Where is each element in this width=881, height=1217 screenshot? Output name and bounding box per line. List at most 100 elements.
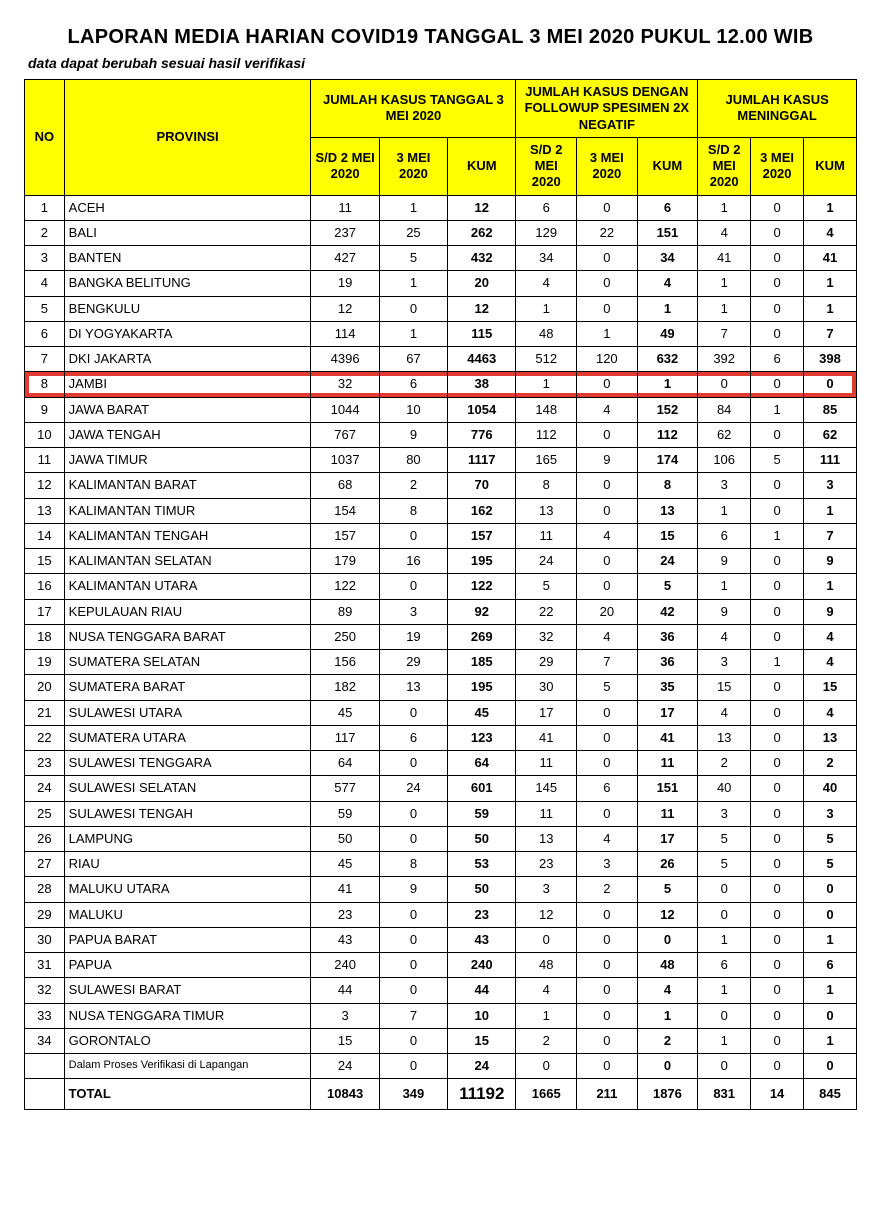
- cell-cases-d3: 1: [379, 321, 447, 346]
- cell-total-label: TOTAL: [64, 1079, 311, 1109]
- cell-followup-d3: 0: [577, 751, 638, 776]
- cell-province: BALI: [64, 220, 311, 245]
- cell-deaths-d3: 0: [751, 927, 804, 952]
- cell-followup-kum: 34: [637, 246, 698, 271]
- cell-cases-kum: 776: [448, 422, 516, 447]
- header-kum-2: KUM: [637, 137, 698, 195]
- cell-cases-d3: 1: [379, 271, 447, 296]
- cell-deaths-d3: 0: [751, 296, 804, 321]
- cell-deaths-sd2: 1: [698, 195, 751, 220]
- cell-cases-sd2: 59: [311, 801, 379, 826]
- cell-deaths-sd2: 1: [698, 271, 751, 296]
- cell-deaths-d3: 0: [751, 498, 804, 523]
- cell-no: 21: [25, 700, 65, 725]
- cell-no: 12: [25, 473, 65, 498]
- cell-deaths-kum: 1: [804, 1028, 857, 1053]
- cell-followup-d3: 0: [577, 700, 638, 725]
- cell-followup-kum: 2: [637, 1028, 698, 1053]
- table-row: 34GORONTALO15015202101: [25, 1028, 857, 1053]
- table-row: 31PAPUA240024048048606: [25, 953, 857, 978]
- cell-no: 6: [25, 321, 65, 346]
- cell-cases-sd2: 3: [311, 1003, 379, 1028]
- cell-province: BENGKULU: [64, 296, 311, 321]
- cell-no: 15: [25, 549, 65, 574]
- cell-followup-d3: 0: [577, 498, 638, 523]
- table-row: 7DKI JAKARTA43966744635121206323926398: [25, 347, 857, 372]
- cell-deaths-sd2: 0: [698, 877, 751, 902]
- header-sd2-3: S/D 2 MEI 2020: [698, 137, 751, 195]
- cell-followup-kum: 36: [637, 650, 698, 675]
- cell-deaths-d3: 5: [751, 448, 804, 473]
- table-row: 14KALIMANTAN TENGAH157015711415617: [25, 523, 857, 548]
- cell-no: 7: [25, 347, 65, 372]
- cell-cases-d3: 6: [379, 372, 447, 397]
- cell-province: KEPULAUAN RIAU: [64, 599, 311, 624]
- cell-province: JAWA TIMUR: [64, 448, 311, 473]
- cell-followup-sd2: 3: [516, 877, 577, 902]
- table-row: 12KALIMANTAN BARAT68270808303: [25, 473, 857, 498]
- cell-followup-d3: 2: [577, 877, 638, 902]
- cell-deaths-kum: 6: [804, 953, 857, 978]
- cell-no: 14: [25, 523, 65, 548]
- cell-followup-d3: 22: [577, 220, 638, 245]
- cell-followup-d3: 0: [577, 1054, 638, 1079]
- table-row: 33NUSA TENGGARA TIMUR3710101000: [25, 1003, 857, 1028]
- cell-cases-kum: 240: [448, 953, 516, 978]
- cell-followup-sd2: 1665: [516, 1079, 577, 1109]
- cell-cases-sd2: 577: [311, 776, 379, 801]
- cell-followup-sd2: 41: [516, 725, 577, 750]
- table-row: 15KALIMANTAN SELATAN1791619524024909: [25, 549, 857, 574]
- cell-followup-kum: 0: [637, 1054, 698, 1079]
- cell-cases-sd2: 4396: [311, 347, 379, 372]
- cell-deaths-d3: 1: [751, 523, 804, 548]
- cell-deaths-sd2: 106: [698, 448, 751, 473]
- table-row: 9JAWA BARAT1044101054148415284185: [25, 397, 857, 422]
- table-row: 28MALUKU UTARA41950325000: [25, 877, 857, 902]
- cell-cases-kum: 24: [448, 1054, 516, 1079]
- cell-followup-d3: 120: [577, 347, 638, 372]
- table-row: 24SULAWESI SELATAN57724601145615140040: [25, 776, 857, 801]
- cell-cases-sd2: 44: [311, 978, 379, 1003]
- cell-province: ACEH: [64, 195, 311, 220]
- cell-followup-kum: 26: [637, 852, 698, 877]
- cell-cases-kum: 4463: [448, 347, 516, 372]
- cell-deaths-sd2: 9: [698, 549, 751, 574]
- cell-cases-d3: 19: [379, 624, 447, 649]
- cell-followup-kum: 49: [637, 321, 698, 346]
- cell-deaths-sd2: 1: [698, 574, 751, 599]
- cell-deaths-kum: 41: [804, 246, 857, 271]
- cell-deaths-sd2: 5: [698, 852, 751, 877]
- cell-province: MALUKU: [64, 902, 311, 927]
- cell-deaths-sd2: 3: [698, 650, 751, 675]
- cell-followup-kum: 1: [637, 1003, 698, 1028]
- cell-cases-kum: 10: [448, 1003, 516, 1028]
- cell-deaths-d3: 0: [751, 675, 804, 700]
- cell-deaths-kum: 3: [804, 473, 857, 498]
- cell-followup-sd2: 30: [516, 675, 577, 700]
- cell-cases-kum: 45: [448, 700, 516, 725]
- cell-cases-d3: 8: [379, 852, 447, 877]
- cell-followup-kum: 174: [637, 448, 698, 473]
- cell-cases-sd2: 45: [311, 700, 379, 725]
- cell-followup-d3: 0: [577, 574, 638, 599]
- table-row: 26LAMPUNG5005013417505: [25, 826, 857, 851]
- cell-cases-d3: 5: [379, 246, 447, 271]
- cell-deaths-sd2: 0: [698, 1003, 751, 1028]
- cell-cases-sd2: 23: [311, 902, 379, 927]
- cell-cases-kum: 162: [448, 498, 516, 523]
- cell-cases-d3: 0: [379, 296, 447, 321]
- cell-followup-sd2: 1: [516, 296, 577, 321]
- cell-deaths-d3: 0: [751, 751, 804, 776]
- cell-cases-sd2: 122: [311, 574, 379, 599]
- cell-deaths-d3: 0: [751, 220, 804, 245]
- cell-province: SUMATERA SELATAN: [64, 650, 311, 675]
- cell-cases-d3: 0: [379, 801, 447, 826]
- cell-cases-d3: 0: [379, 1054, 447, 1079]
- cell-deaths-d3: 1: [751, 650, 804, 675]
- cell-cases-d3: 9: [379, 422, 447, 447]
- cell-followup-sd2: 11: [516, 523, 577, 548]
- cell-no: 17: [25, 599, 65, 624]
- cell-cases-kum: 70: [448, 473, 516, 498]
- cell-no: 10: [25, 422, 65, 447]
- table-row: 32SULAWESI BARAT44044404101: [25, 978, 857, 1003]
